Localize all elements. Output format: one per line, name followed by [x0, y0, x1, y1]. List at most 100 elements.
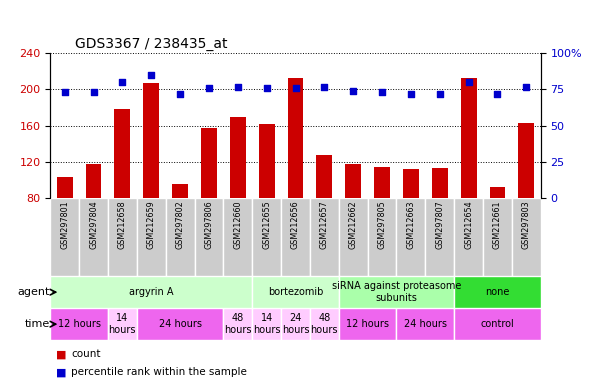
Text: 14
hours: 14 hours: [253, 313, 280, 335]
FancyBboxPatch shape: [339, 198, 368, 276]
FancyBboxPatch shape: [339, 276, 454, 308]
Text: GSM212657: GSM212657: [320, 200, 329, 249]
Point: [118, 79, 127, 85]
Point: [176, 91, 185, 97]
FancyBboxPatch shape: [483, 198, 512, 276]
FancyBboxPatch shape: [252, 276, 339, 308]
FancyBboxPatch shape: [397, 198, 426, 276]
Text: GSM212654: GSM212654: [464, 200, 473, 249]
Bar: [57, 177, 73, 198]
Text: GDS3367 / 238435_at: GDS3367 / 238435_at: [75, 37, 228, 51]
Text: 48
hours: 48 hours: [224, 313, 252, 335]
FancyBboxPatch shape: [281, 198, 310, 276]
Text: time: time: [25, 319, 50, 329]
Point: [464, 79, 473, 85]
Point: [147, 72, 156, 78]
FancyBboxPatch shape: [454, 276, 541, 308]
Bar: [86, 164, 102, 198]
Bar: [518, 123, 534, 198]
FancyBboxPatch shape: [194, 198, 223, 276]
FancyBboxPatch shape: [79, 198, 108, 276]
Bar: [432, 168, 448, 198]
Text: siRNA against proteasome
subunits: siRNA against proteasome subunits: [332, 281, 461, 303]
FancyBboxPatch shape: [426, 198, 454, 276]
Text: percentile rank within the sample: percentile rank within the sample: [71, 367, 247, 377]
Point: [204, 85, 214, 91]
Point: [349, 88, 358, 94]
Text: 12 hours: 12 hours: [57, 319, 100, 329]
Text: GSM297804: GSM297804: [89, 200, 98, 249]
FancyBboxPatch shape: [223, 198, 252, 276]
Point: [320, 83, 329, 89]
Bar: [201, 128, 217, 198]
FancyBboxPatch shape: [50, 198, 79, 276]
Text: count: count: [71, 349, 100, 359]
Text: GSM212655: GSM212655: [262, 200, 271, 249]
Text: GSM297807: GSM297807: [436, 200, 444, 249]
Text: GSM212659: GSM212659: [147, 200, 155, 249]
FancyBboxPatch shape: [368, 198, 397, 276]
Text: bortezomib: bortezomib: [268, 287, 323, 297]
FancyBboxPatch shape: [50, 308, 108, 340]
FancyBboxPatch shape: [108, 198, 137, 276]
FancyBboxPatch shape: [108, 308, 137, 340]
Bar: [316, 155, 332, 198]
Text: none: none: [485, 287, 509, 297]
FancyBboxPatch shape: [223, 308, 252, 340]
Text: 12 hours: 12 hours: [346, 319, 389, 329]
Text: ■: ■: [56, 367, 70, 377]
Bar: [461, 78, 476, 198]
Text: ■: ■: [56, 349, 70, 359]
FancyBboxPatch shape: [137, 198, 165, 276]
Text: GSM297801: GSM297801: [60, 200, 69, 249]
Text: 24 hours: 24 hours: [404, 319, 447, 329]
Text: GSM297802: GSM297802: [176, 200, 184, 249]
Bar: [143, 83, 159, 198]
Point: [60, 89, 69, 95]
Bar: [230, 117, 246, 198]
Text: 14
hours: 14 hours: [109, 313, 136, 335]
Bar: [288, 78, 303, 198]
Point: [406, 91, 415, 97]
Text: argyrin A: argyrin A: [129, 287, 174, 297]
Text: GSM297803: GSM297803: [522, 200, 531, 249]
FancyBboxPatch shape: [310, 308, 339, 340]
Point: [435, 91, 444, 97]
FancyBboxPatch shape: [252, 198, 281, 276]
Text: 48
hours: 48 hours: [311, 313, 338, 335]
Point: [233, 83, 242, 89]
Text: GSM212662: GSM212662: [349, 200, 358, 249]
Text: GSM297805: GSM297805: [378, 200, 387, 249]
FancyBboxPatch shape: [165, 198, 194, 276]
FancyBboxPatch shape: [454, 308, 541, 340]
Text: 24
hours: 24 hours: [282, 313, 309, 335]
FancyBboxPatch shape: [454, 198, 483, 276]
FancyBboxPatch shape: [50, 276, 252, 308]
FancyBboxPatch shape: [281, 308, 310, 340]
Bar: [172, 184, 188, 198]
Text: GSM212663: GSM212663: [407, 200, 415, 249]
FancyBboxPatch shape: [339, 308, 397, 340]
Point: [493, 91, 502, 97]
Text: GSM212660: GSM212660: [233, 200, 242, 249]
Text: agent: agent: [18, 287, 50, 297]
Point: [377, 89, 387, 95]
Bar: [115, 109, 130, 198]
FancyBboxPatch shape: [397, 308, 454, 340]
Bar: [259, 124, 275, 198]
FancyBboxPatch shape: [252, 308, 281, 340]
Point: [291, 85, 300, 91]
Text: GSM212656: GSM212656: [291, 200, 300, 249]
FancyBboxPatch shape: [310, 198, 339, 276]
Bar: [374, 167, 390, 198]
Point: [89, 89, 98, 95]
FancyBboxPatch shape: [512, 198, 541, 276]
Bar: [403, 169, 419, 198]
Bar: [345, 164, 361, 198]
Text: GSM212661: GSM212661: [493, 200, 502, 249]
Text: GSM297806: GSM297806: [204, 200, 213, 249]
Bar: [489, 187, 505, 198]
Text: control: control: [480, 319, 514, 329]
Text: GSM212658: GSM212658: [118, 200, 127, 249]
Text: 24 hours: 24 hours: [158, 319, 202, 329]
